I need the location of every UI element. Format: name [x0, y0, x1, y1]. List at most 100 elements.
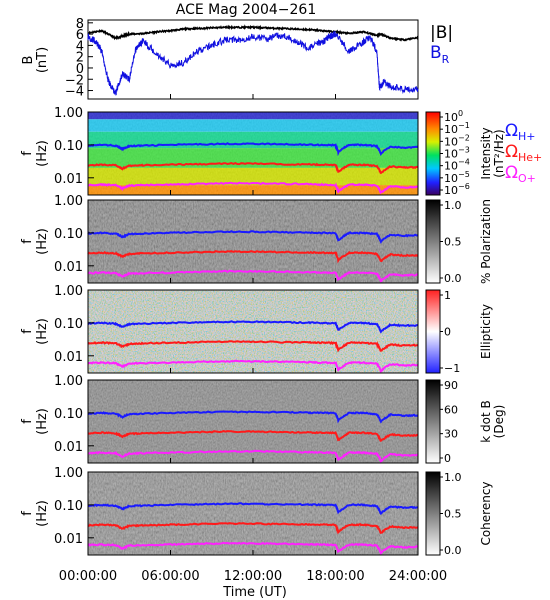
- f-ylabel-1: f: [20, 329, 35, 334]
- time-axis: 00:00:00 06:00:00 12:00:00 18:00:00 24:00:00: [59, 94, 447, 584]
- spectrogram-panel-intensity: 1.000.100.01f (Hz)10010−110−210−310−410−5…: [20, 106, 506, 197]
- spectrogram-panel-kdotb: 1.00 0.10 0.01 f (Hz) 90 60 30 0 k dot B (Deg): [20, 374, 506, 465]
- colorbar-tick-label: 1: [444, 289, 451, 302]
- f-tick-label: 0.01: [54, 350, 83, 365]
- b-ylabel-1: B: [21, 56, 36, 65]
- colorbar-label: Coherency: [479, 481, 493, 545]
- gyro-line-he-plus: [87, 250, 419, 264]
- time-tick-label: 00:00:00: [59, 569, 117, 584]
- f-tick-label: 1.00: [54, 374, 83, 389]
- time-tick-label: 24:00:00: [389, 569, 447, 584]
- b-tick-label: 2: [76, 51, 84, 66]
- f-ylabel-2: (Hz): [35, 500, 50, 527]
- ellipticity-texture: [88, 290, 418, 373]
- colorbar-polarization: [425, 199, 441, 284]
- f-ylabel-1: f: [20, 151, 35, 156]
- colorbar-tick-label: 30: [444, 428, 458, 441]
- b-tick-label: −2: [65, 73, 84, 88]
- b-tick-label: 8: [76, 17, 84, 32]
- b-radial-line: [87, 30, 419, 96]
- legend-total-field: |B|: [430, 23, 453, 43]
- spectrogram-panel-ellipticity: 1.00 0.10 0.01 f (Hz) 1 0 −1 Ellipticity: [20, 284, 493, 375]
- colorbar-intensity: [425, 111, 441, 196]
- gyro-line-o-plus: [87, 359, 419, 374]
- f-tick-label: 1.00: [54, 194, 83, 209]
- colorbar-tick-label: 0.5: [444, 508, 462, 521]
- colorbar-tick-label: 0.0: [444, 272, 462, 285]
- f-tick-label: 0.01: [54, 440, 83, 455]
- colorbar-ellipticity: [425, 289, 441, 374]
- gyro-line-o-plus: [87, 449, 419, 463]
- b-total-line: [87, 24, 419, 42]
- gyro-line-he-plus: [87, 430, 419, 442]
- x-axis-label: Time (UT): [222, 585, 287, 600]
- f-tick-label: 0.10: [54, 139, 83, 154]
- f-tick-label: 1.00: [54, 284, 83, 299]
- colorbar-tick-label: 0: [444, 326, 451, 339]
- gray-texture: [88, 380, 418, 463]
- spectrogram-panel-polarization: 1.00 0.10 0.01 f (Hz) 1.0 0.5 0.0 % Polarization: [20, 194, 493, 285]
- legend-o-plus: ΩO+: [505, 163, 536, 185]
- colorbar-tick-label: 60: [444, 403, 458, 416]
- legend-he-plus: ΩHe+: [505, 142, 542, 164]
- colorbar-tick-label: −1: [444, 362, 460, 375]
- b-tick-label: 4: [76, 39, 84, 54]
- gyro-line-o-plus: [87, 269, 419, 283]
- b-field-lines: [87, 24, 419, 96]
- time-tick-label: 18:00:00: [306, 569, 364, 584]
- gyro-line-h-plus: [87, 502, 419, 515]
- f-ylabel-2: (Hz): [35, 228, 50, 255]
- b-ylabel-2: (nT): [35, 47, 50, 73]
- b-tick-label: −4: [65, 85, 84, 100]
- colorbar-label-1: Intensity: [479, 127, 493, 179]
- spectrogram-panel-coherency: 1.00 0.10 0.01 f (Hz) 1.0 0.5 0.0 Coherency: [20, 466, 493, 557]
- colorbar-coherency: [425, 471, 441, 556]
- colorbar-tick-label: 90: [444, 379, 458, 392]
- colorbar-tick-label: 0: [444, 452, 451, 465]
- f-tick-label: 1.00: [54, 106, 83, 121]
- f-tick-label: 0.01: [54, 532, 83, 547]
- colorbar-tick-label: 0.0: [444, 544, 462, 557]
- f-tick-label: 0.10: [54, 407, 83, 422]
- f-tick-label: 1.00: [54, 466, 83, 481]
- f-tick-label: 0.01: [54, 172, 83, 187]
- gyro-line-he-plus: [87, 340, 419, 353]
- gyro-line-he-plus: [87, 162, 419, 175]
- f-ylabel-1: f: [20, 239, 35, 244]
- f-ylabel-2: (Hz): [35, 318, 50, 345]
- f-ylabel-1: f: [20, 419, 35, 424]
- legend-h-plus: ΩH+: [505, 121, 536, 143]
- f-tick-label: 0.01: [54, 260, 83, 275]
- b-tick-label: 6: [76, 28, 84, 43]
- f-ylabel-1: f: [20, 511, 35, 516]
- b-tick-label: 0: [76, 62, 84, 77]
- colorbar-tick-label: 0.5: [444, 236, 462, 249]
- f-tick-label: 0.10: [54, 227, 83, 242]
- gyro-line-o-plus: [87, 181, 419, 195]
- colorbar-tick-label: 1.0: [444, 199, 462, 212]
- gray-texture: [88, 200, 418, 283]
- colorbar-tick-label: 1.0: [444, 471, 462, 484]
- colorbar-label-1: k dot B: [479, 400, 493, 442]
- f-tick-label: 0.10: [54, 317, 83, 332]
- time-tick-label: 12:00:00: [224, 569, 282, 584]
- gyro-line-h-plus: [87, 410, 419, 424]
- spectrogram-panels: 1.000.100.01f (Hz)10010−110−210−310−410−5…: [20, 106, 506, 557]
- colorbar-label-2: (nT²/Hz): [492, 129, 506, 177]
- colorbar-label: Ellipticity: [479, 304, 493, 359]
- gyro-line-h-plus: [87, 230, 419, 245]
- legend-radial-field: BR: [430, 43, 450, 66]
- gyro-line-h-plus: [87, 320, 419, 334]
- gyro-line-o-plus: [87, 541, 419, 556]
- gyrofrequency-legend: ΩH+ ΩHe+ ΩO+: [505, 121, 542, 185]
- f-tick-label: 0.10: [54, 499, 83, 514]
- colorbar-kdotb: [425, 379, 441, 464]
- colorbar-tick-label: 10−6: [444, 182, 470, 197]
- colorbar-label: % Polarization: [479, 199, 493, 284]
- gyro-line-h-plus: [87, 142, 419, 157]
- time-tick-label: 06:00:00: [141, 569, 199, 584]
- figure-title: ACE Mag 2004−261: [176, 2, 316, 18]
